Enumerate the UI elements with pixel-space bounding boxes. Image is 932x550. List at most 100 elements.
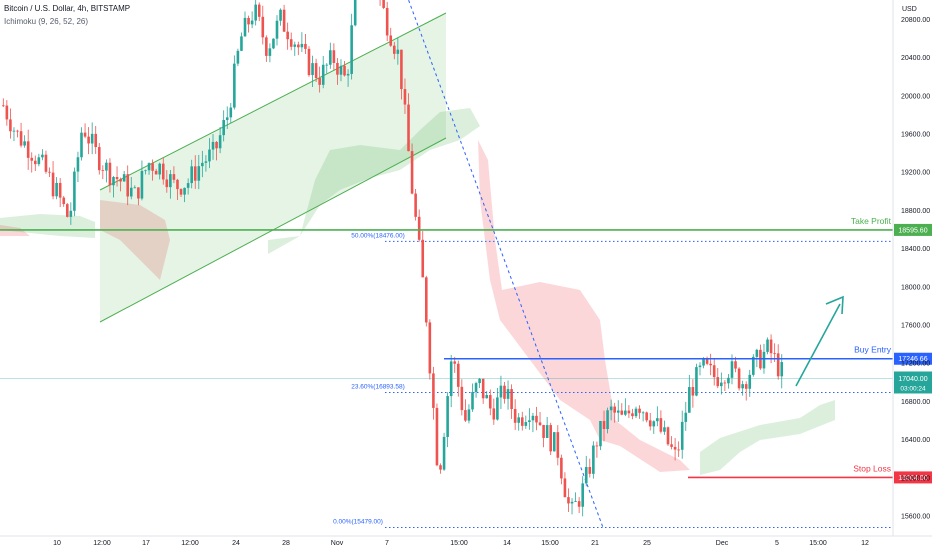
candle-body bbox=[709, 363, 712, 366]
candle-body bbox=[329, 50, 332, 65]
candle-body bbox=[336, 62, 339, 75]
candle-body bbox=[563, 478, 567, 498]
candle-body bbox=[225, 117, 229, 121]
candle-body bbox=[677, 449, 680, 451]
candle-body bbox=[5, 105, 9, 120]
candle-body bbox=[307, 48, 311, 76]
x-tick-label: 14 bbox=[503, 540, 511, 547]
candle-body bbox=[698, 365, 702, 368]
candle-body bbox=[652, 421, 656, 427]
candle-body bbox=[272, 38, 275, 49]
candle-body bbox=[133, 187, 137, 189]
candle-body bbox=[755, 349, 759, 357]
y-tick-label: 18000.00 bbox=[901, 284, 930, 291]
candle-body bbox=[33, 160, 37, 165]
candle-body bbox=[695, 367, 698, 396]
candle-body bbox=[435, 407, 439, 466]
candle-body bbox=[48, 171, 51, 173]
candle-body bbox=[723, 382, 727, 384]
x-tick-label: 10 bbox=[53, 540, 61, 547]
x-tick-label: Dec bbox=[716, 540, 729, 547]
candle-body bbox=[87, 136, 90, 144]
candle-body bbox=[752, 356, 755, 375]
price-tag-label: 16004.00 bbox=[898, 475, 927, 482]
candle-body bbox=[233, 63, 236, 108]
candle-body bbox=[656, 418, 659, 422]
y-tick-label: 16000.00 bbox=[901, 475, 930, 482]
candle-body bbox=[510, 389, 513, 410]
candle-body bbox=[105, 162, 108, 171]
candle-body bbox=[638, 408, 641, 413]
x-tick-label: 15:00 bbox=[809, 540, 827, 547]
candle-body bbox=[762, 351, 766, 369]
price-tag-label: 17246.66 bbox=[898, 356, 927, 363]
candle-body bbox=[727, 377, 730, 384]
countdown-label: 03:00:24 bbox=[900, 385, 926, 392]
candle-body bbox=[204, 161, 208, 163]
candle-body bbox=[97, 147, 101, 171]
candle-body bbox=[720, 382, 723, 387]
y-tick-label: 19600.00 bbox=[901, 132, 930, 139]
channel-fill bbox=[100, 13, 446, 322]
candle-body bbox=[247, 17, 250, 25]
candle-body bbox=[460, 386, 464, 411]
candle-body bbox=[186, 183, 190, 188]
price-tag bbox=[894, 223, 932, 236]
candle-body bbox=[289, 39, 293, 47]
candle-body bbox=[140, 170, 144, 199]
cloud-bullish bbox=[0, 214, 95, 238]
candle-body bbox=[254, 4, 257, 21]
candle-body bbox=[158, 163, 161, 175]
candle-body bbox=[161, 163, 165, 180]
candle-body bbox=[567, 497, 570, 504]
candle-body bbox=[730, 361, 734, 378]
candle-body bbox=[734, 361, 737, 369]
profit-arrow-shaft bbox=[795, 303, 841, 387]
candle-body bbox=[197, 166, 201, 181]
y-tick-label: 20000.00 bbox=[901, 93, 930, 100]
candle-body bbox=[584, 467, 588, 484]
candle-body bbox=[115, 177, 119, 180]
candle-body bbox=[499, 385, 503, 398]
currency-label: USD bbox=[902, 6, 917, 13]
candle-body bbox=[236, 50, 240, 64]
candle-body bbox=[172, 174, 176, 180]
x-tick-label: Nov bbox=[331, 540, 344, 547]
candle-body bbox=[257, 4, 261, 17]
candle-body bbox=[549, 425, 552, 452]
candle-body bbox=[389, 35, 393, 46]
candle-body bbox=[176, 179, 179, 190]
y-tick-label: 17200.00 bbox=[901, 361, 930, 368]
candle-body bbox=[80, 132, 83, 158]
candle-body bbox=[748, 374, 752, 389]
candle-body bbox=[663, 427, 666, 432]
candle-body bbox=[688, 387, 691, 413]
candle-body bbox=[531, 415, 535, 421]
candle-body bbox=[513, 409, 517, 423]
candle-body bbox=[599, 420, 602, 447]
candle-body bbox=[456, 363, 460, 387]
candle-body bbox=[684, 412, 688, 422]
candle-body bbox=[773, 353, 776, 355]
candle-body bbox=[616, 410, 620, 413]
candle-body bbox=[520, 417, 524, 426]
candle-body bbox=[179, 189, 183, 195]
candle-body bbox=[353, 0, 357, 26]
candle-body bbox=[424, 277, 428, 323]
candle-body bbox=[634, 408, 638, 417]
candle-body bbox=[595, 445, 599, 447]
candle-body bbox=[524, 422, 528, 426]
x-tick-label: 15:00 bbox=[450, 540, 468, 547]
candle-body bbox=[645, 412, 648, 421]
fib-label: 23.60%(16893.58) bbox=[351, 383, 405, 390]
candle-body bbox=[631, 413, 634, 417]
candle-body bbox=[275, 20, 279, 39]
x-tick-label: 15:00 bbox=[541, 540, 559, 547]
candle-body bbox=[467, 409, 471, 421]
trade-levels: Take Profit 18595.60 Buy Entry 17246.66 Stop… bbox=[0, 216, 932, 484]
cloud-bearish bbox=[100, 200, 170, 280]
candle-body bbox=[250, 20, 254, 25]
candle-body bbox=[592, 445, 595, 474]
candle-body bbox=[432, 373, 435, 408]
